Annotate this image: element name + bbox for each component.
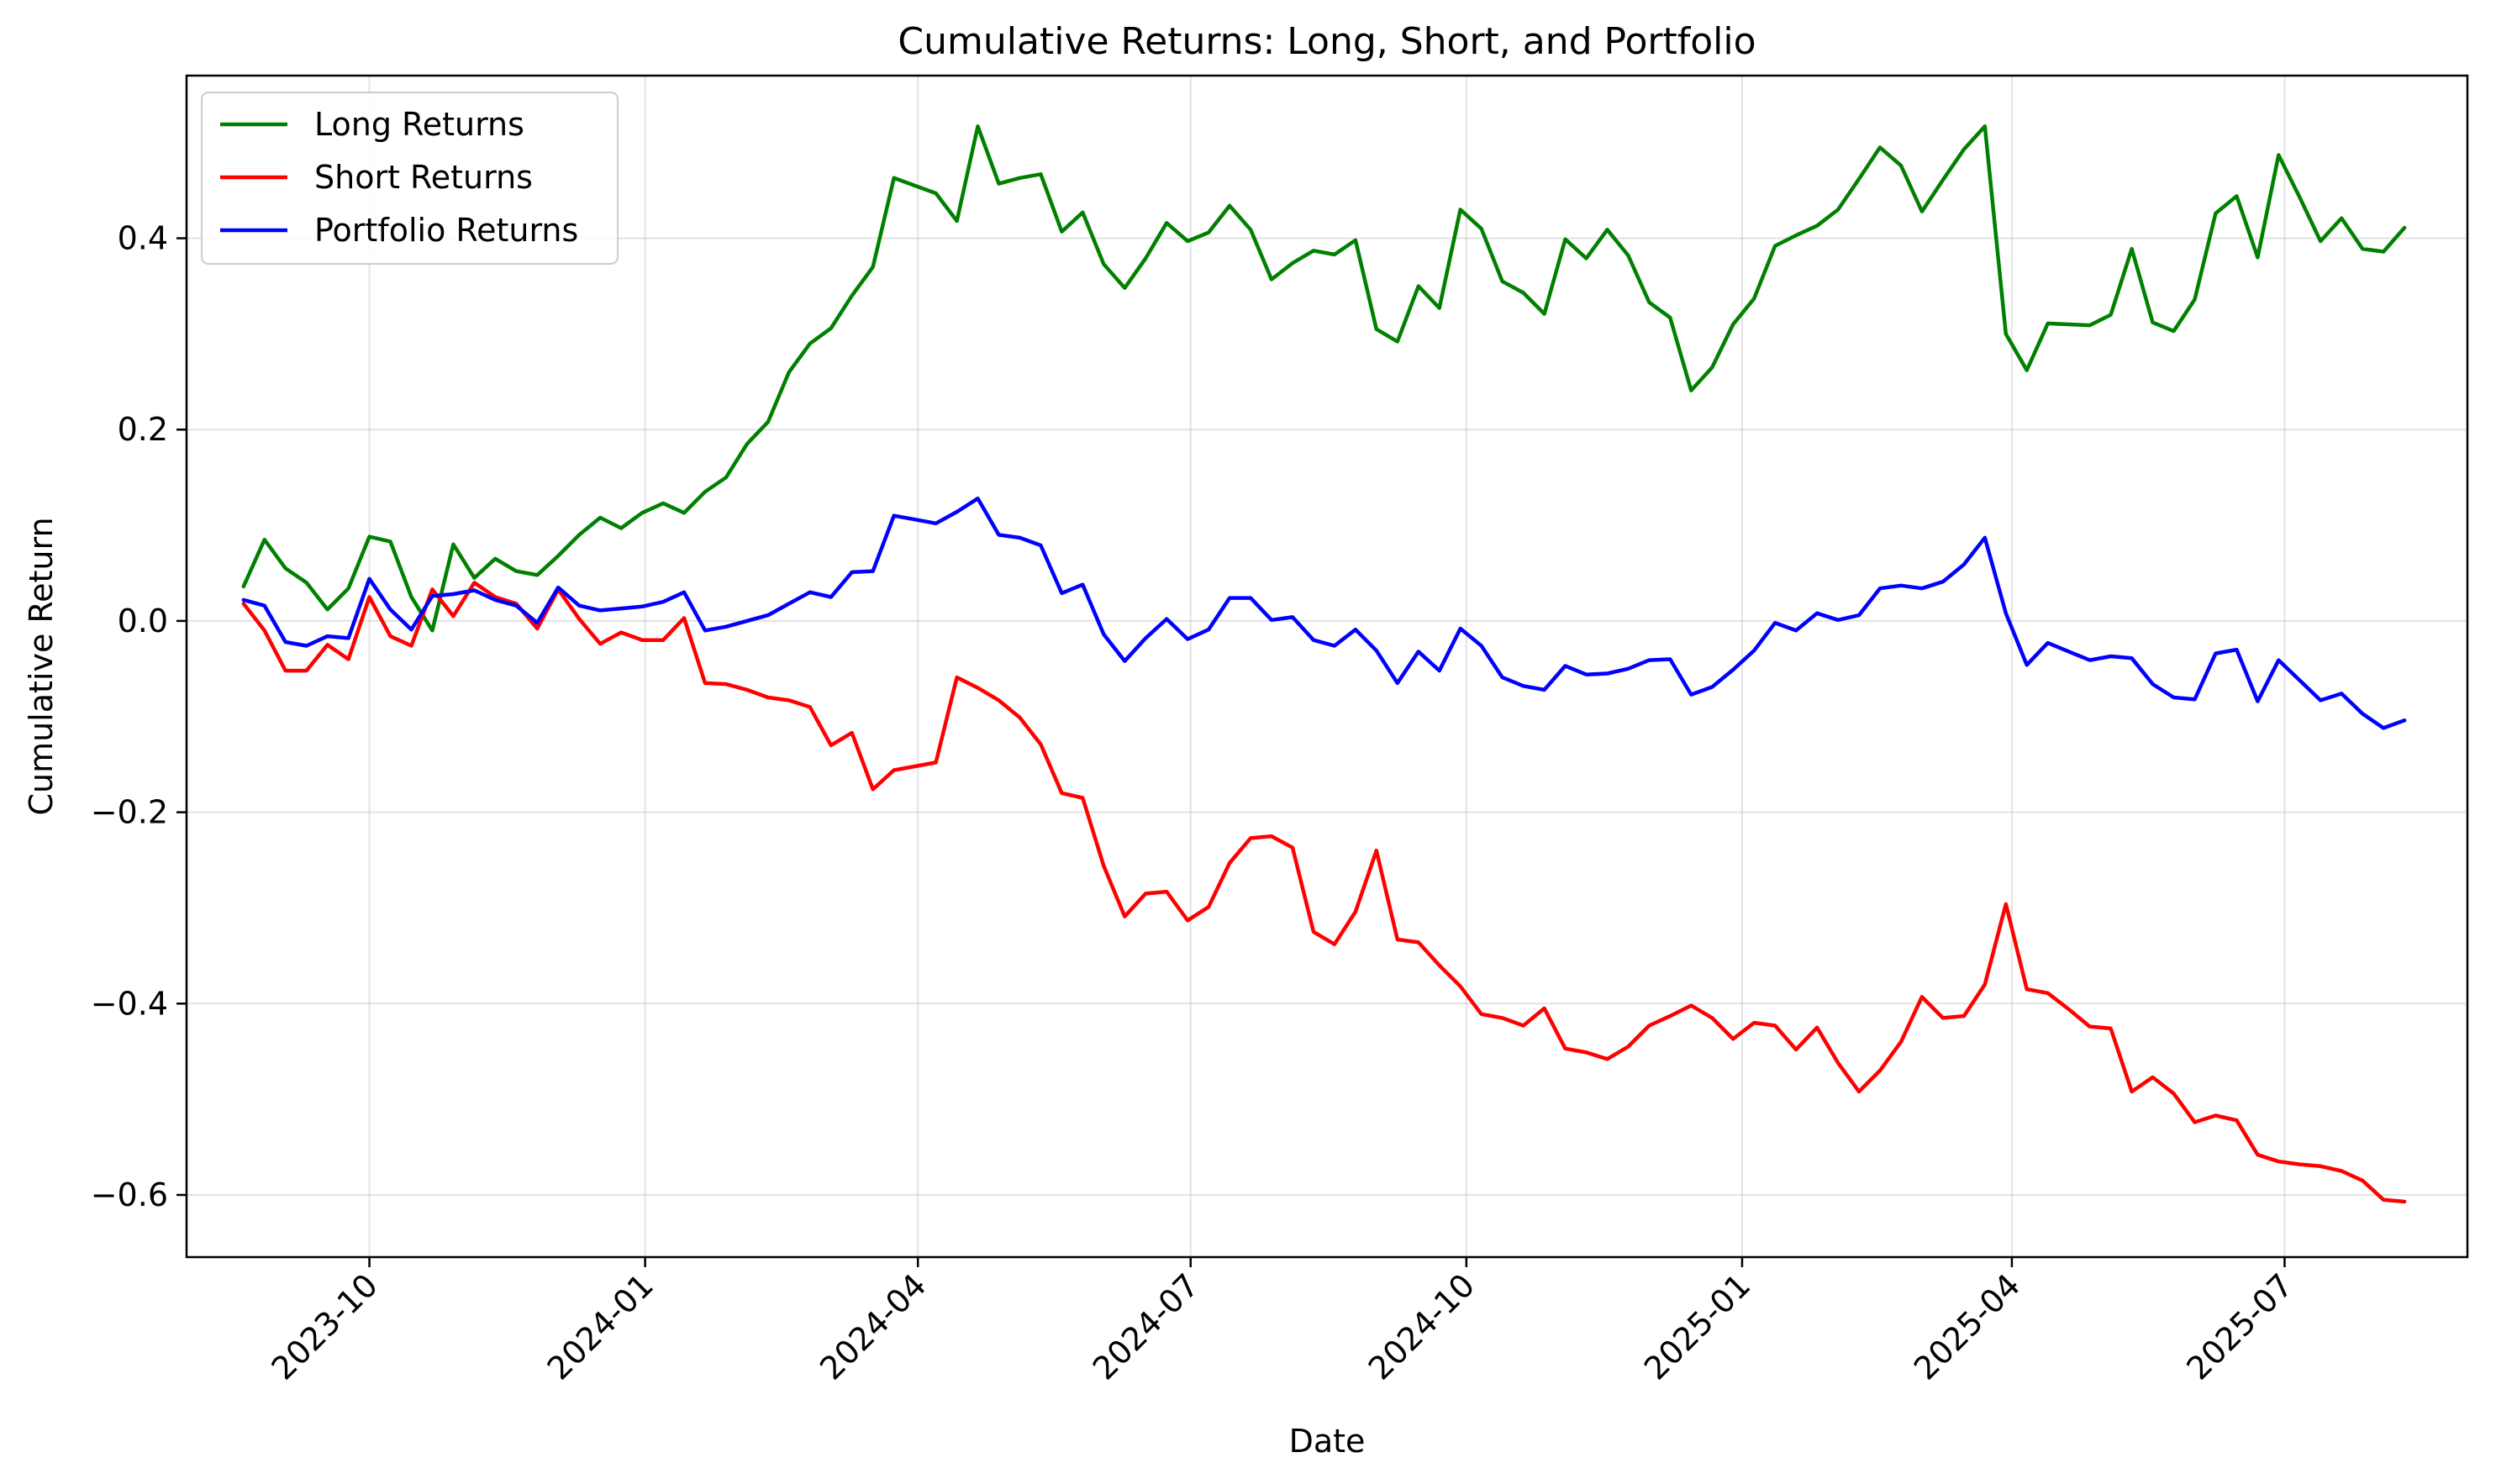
- gridlines: [187, 76, 2467, 1257]
- series-line-long-returns: [241, 124, 2407, 633]
- series-line-portfolio-returns: [241, 496, 2407, 730]
- chart-title: Cumulative Returns: Long, Short, and Por…: [898, 20, 1756, 63]
- legend-label: Short Returns: [314, 159, 533, 196]
- y-tick-label: −0.6: [91, 1176, 168, 1213]
- plot-frame: [185, 74, 2469, 1259]
- legend-box: [201, 92, 619, 265]
- legend: Long Returns Short Returns Portfolio Retur…: [201, 92, 619, 265]
- y-tick-label: −0.2: [91, 794, 168, 831]
- x-axis-label: Date: [1289, 1423, 1366, 1460]
- legend-label: Long Returns: [314, 106, 524, 143]
- series-lines: [241, 124, 2407, 1204]
- y-tick-label: 0.2: [118, 411, 168, 448]
- y-tick-label: −0.4: [91, 985, 168, 1022]
- y-axis-label: Cumulative Return: [23, 517, 60, 815]
- series-line-short-returns: [241, 581, 2407, 1204]
- y-tick-label: 0.4: [118, 220, 168, 257]
- legend-label: Portfolio Returns: [314, 212, 578, 249]
- y-tick-label: 0.0: [118, 603, 168, 639]
